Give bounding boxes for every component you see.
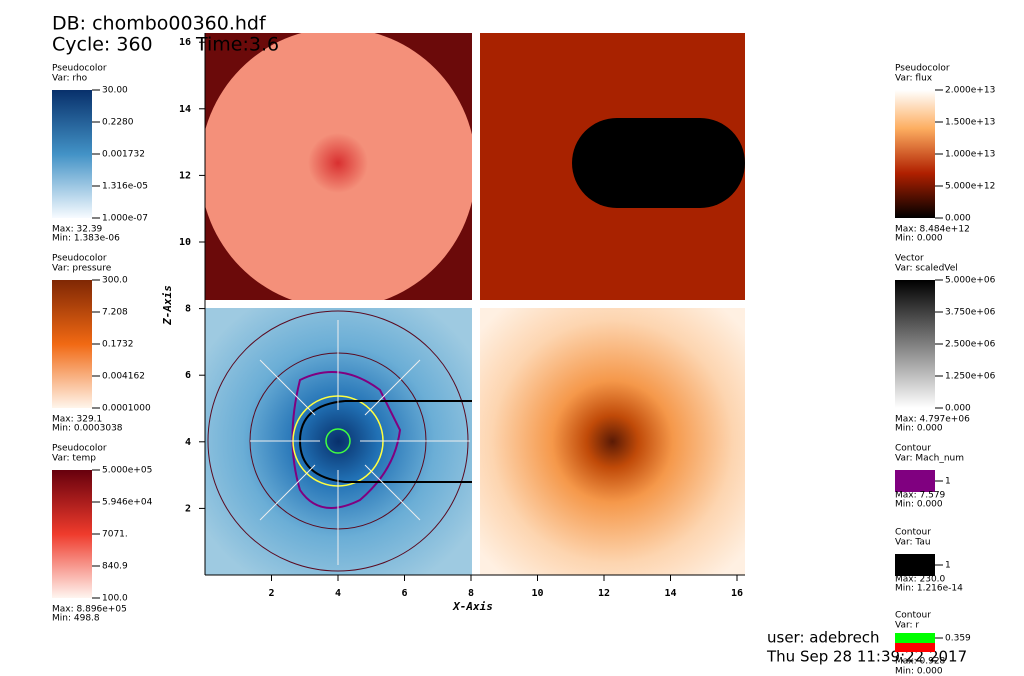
legend-var: Var: scaledVel bbox=[895, 264, 958, 274]
legend-kind: Contour bbox=[895, 611, 931, 621]
db-label: DB: chombo00360.hdf bbox=[52, 13, 267, 35]
legend-kind: Contour bbox=[895, 528, 931, 538]
contour-label: 1 bbox=[945, 561, 951, 571]
legend-kind: Pseudocolor bbox=[895, 64, 950, 74]
colorbar-label: 7.208 bbox=[102, 308, 128, 318]
y-tick-label: 4 bbox=[185, 437, 191, 448]
legend-max: Max: 8.896e+05 bbox=[52, 605, 127, 615]
x-axis-title: X-Axis bbox=[452, 600, 493, 613]
plot-bottom-left bbox=[205, 308, 472, 575]
legend-var: Var: rho bbox=[52, 74, 88, 84]
colorbar-label: 1.250e+06 bbox=[945, 372, 996, 382]
legend-max: Max: 0.928 bbox=[895, 657, 946, 667]
plot-top-right bbox=[480, 33, 745, 300]
legend-var: Var: pressure bbox=[52, 264, 112, 274]
colorbar-label: 7071. bbox=[102, 530, 128, 540]
colorbar-label: 1.316e-05 bbox=[102, 182, 148, 192]
legend-kind: Pseudocolor bbox=[52, 254, 107, 264]
colorbar-label: 0.0001000 bbox=[102, 404, 151, 414]
colorbar-label: 0.000 bbox=[945, 404, 971, 414]
legend-min: Min: 0.000 bbox=[895, 234, 943, 244]
legend-var: Var: temp bbox=[52, 454, 96, 464]
colorbar-label: 2.000e+13 bbox=[945, 86, 995, 96]
colorbar-label: 0.000 bbox=[945, 214, 971, 224]
contour-swatch bbox=[895, 554, 935, 576]
colorbar-label: 5.000e+06 bbox=[945, 276, 996, 286]
legend-min: Min: 0.0003038 bbox=[52, 424, 123, 434]
legend-min: Min: 0.000 bbox=[895, 424, 943, 434]
y-tick-label: 12 bbox=[179, 170, 191, 181]
x-tick-label: 8 bbox=[468, 588, 474, 599]
legend-kind: Pseudocolor bbox=[52, 64, 107, 74]
contour-swatch-low bbox=[895, 643, 935, 652]
colorbar-label: 2.500e+06 bbox=[945, 340, 996, 350]
y-tick-label: 10 bbox=[179, 237, 191, 248]
legend-var: Var: flux bbox=[895, 74, 933, 84]
time-label: Time:3.6 bbox=[195, 34, 279, 56]
colorbar-label: 5.000e+12 bbox=[945, 182, 995, 192]
colorbar-label: 1.500e+13 bbox=[945, 118, 995, 128]
legend-max: Max: 8.484e+12 bbox=[895, 225, 970, 235]
x-tick-label: 12 bbox=[598, 588, 610, 599]
legend-min: Min: 1.216e-14 bbox=[895, 584, 963, 594]
contour-label: 1 bbox=[945, 477, 951, 487]
legend-max: Max: 7.579 bbox=[895, 491, 946, 501]
plot-bottom-right bbox=[480, 308, 745, 575]
legend-var: Var: r bbox=[895, 621, 919, 631]
y-tick-label: 16 bbox=[179, 37, 191, 48]
y-tick-label: 2 bbox=[185, 503, 191, 514]
cycle-label: Cycle: 360 bbox=[52, 34, 153, 56]
colorbar-label: 0.001732 bbox=[102, 150, 145, 160]
colorbar bbox=[52, 90, 92, 218]
y-axis-title: Z-Axis bbox=[161, 285, 174, 326]
colorbar bbox=[895, 280, 935, 408]
colorbar bbox=[52, 280, 92, 408]
colorbar-label: 1.000e+13 bbox=[945, 150, 995, 160]
colorbar-label: 0.004162 bbox=[102, 372, 145, 382]
colorbar-label: 300.0 bbox=[102, 276, 128, 286]
x-tick-label: 2 bbox=[268, 588, 274, 599]
colorbar bbox=[52, 470, 92, 598]
legend-min: Min: 1.383e-06 bbox=[52, 234, 120, 244]
x-tick-label: 16 bbox=[731, 588, 743, 599]
legend-max: Max: 230.0 bbox=[895, 575, 946, 585]
colorbar-label: 5.946e+04 bbox=[102, 498, 153, 508]
contour-swatch bbox=[895, 633, 935, 643]
legend-var: Var: Mach_num bbox=[895, 454, 964, 464]
colorbar-label: 840.9 bbox=[102, 562, 128, 572]
colorbar-label: 30.00 bbox=[102, 86, 128, 96]
y-tick-label: 8 bbox=[185, 304, 191, 315]
colorbar-label: 100.0 bbox=[102, 594, 128, 604]
legend-max: Max: 32.39 bbox=[52, 225, 103, 235]
contour-label: 0.359 bbox=[945, 634, 971, 644]
y-tick-label: 14 bbox=[179, 104, 191, 115]
colorbar-label: 1.000e-07 bbox=[102, 214, 148, 224]
legend-kind: Pseudocolor bbox=[52, 444, 107, 454]
x-tick-label: 6 bbox=[401, 588, 407, 599]
legend-max: Max: 329.1 bbox=[52, 415, 102, 425]
colorbar-label: 3.750e+06 bbox=[945, 308, 996, 318]
x-tick-label: 10 bbox=[531, 588, 543, 599]
colorbar bbox=[895, 90, 935, 218]
legend-min: Min: 498.8 bbox=[52, 614, 100, 624]
plot-top-left bbox=[205, 33, 472, 300]
x-tick-label: 4 bbox=[335, 588, 341, 599]
legend-min: Min: 0.000 bbox=[895, 500, 943, 510]
legend-max: Max: 4.797e+06 bbox=[895, 415, 970, 425]
legend-min: Min: 0.000 bbox=[895, 667, 943, 676]
colorbar-label: 0.1732 bbox=[102, 340, 134, 350]
user-label: user: adebrech bbox=[767, 629, 880, 647]
legend-kind: Contour bbox=[895, 444, 931, 454]
legend-kind: Vector bbox=[895, 254, 924, 264]
y-tick-label: 6 bbox=[185, 370, 191, 381]
legend-var: Var: Tau bbox=[895, 538, 931, 548]
contour-swatch bbox=[895, 470, 935, 492]
colorbar-label: 0.2280 bbox=[102, 118, 134, 128]
colorbar-label: 5.000e+05 bbox=[102, 466, 152, 476]
x-tick-label: 14 bbox=[664, 588, 676, 599]
